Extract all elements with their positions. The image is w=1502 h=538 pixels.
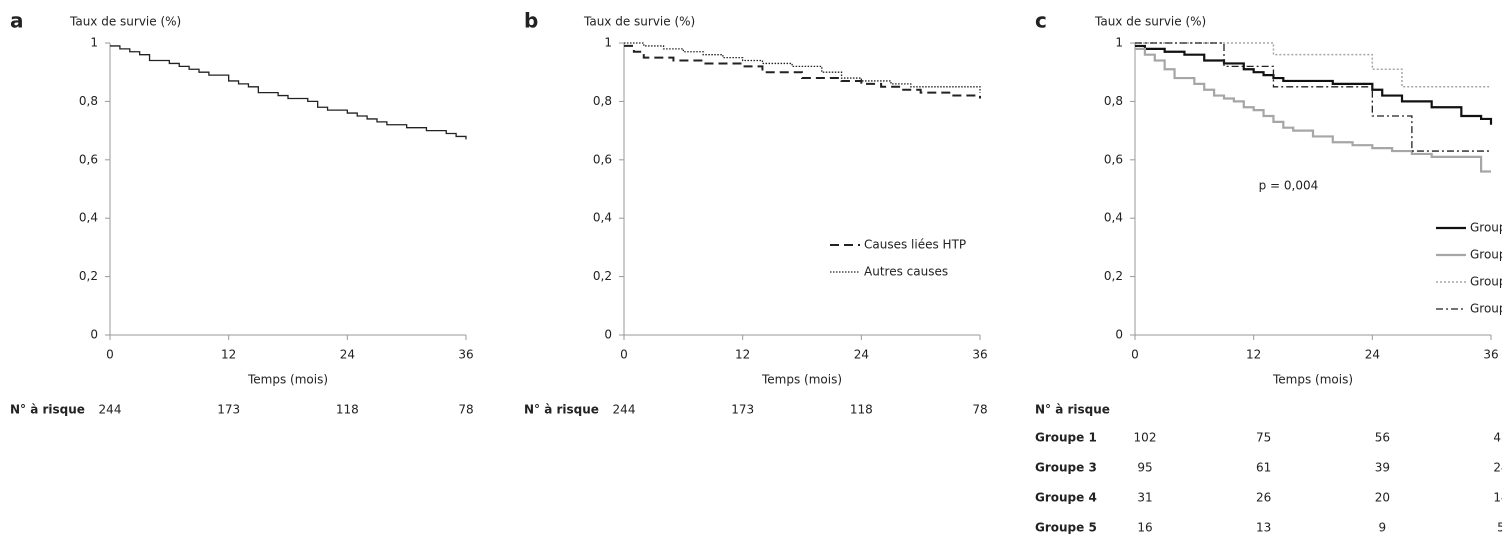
survival-curve <box>624 42 981 93</box>
x-tick-label: 36 <box>972 348 987 362</box>
legend-label: Groupe 5 <box>1470 302 1502 316</box>
risk-value: 75 <box>1256 431 1271 445</box>
risk-value: 13 <box>1256 521 1271 535</box>
risk-row-label: Groupe 5 <box>1035 521 1097 535</box>
risk-label: N° à risque <box>1035 403 1110 417</box>
x-tick-label: 36 <box>458 348 473 362</box>
survival-curve <box>624 44 981 99</box>
survival-curve <box>1135 42 1491 152</box>
risk-row-label: Groupe 1 <box>1035 431 1097 445</box>
risk-value: 78 <box>458 403 473 417</box>
y-tick-label: 0 <box>604 328 612 342</box>
risk-value: 5 <box>1497 521 1502 535</box>
risk-value: 31 <box>1137 491 1152 505</box>
y-tick-label: 0,2 <box>593 269 612 283</box>
y-tick-label: 0,2 <box>1104 269 1123 283</box>
x-tick-label: 0 <box>620 348 628 362</box>
risk-label: N° à risque <box>10 403 85 417</box>
legend-label: Autres causes <box>864 265 948 279</box>
risk-value: 14 <box>1493 491 1502 505</box>
risk-value: 41 <box>1493 431 1502 445</box>
panel-label: a <box>10 9 24 33</box>
risk-value: 61 <box>1256 461 1271 475</box>
y-tick-label: 1 <box>1115 36 1123 50</box>
x-axis-label: Temps (mois) <box>247 373 328 387</box>
risk-value: 39 <box>1375 461 1390 475</box>
risk-value: 173 <box>217 403 240 417</box>
legend-label: Causes liées HTP <box>864 238 966 252</box>
y-tick-label: 0,4 <box>1104 211 1123 225</box>
x-tick-label: 24 <box>854 348 869 362</box>
risk-value: 173 <box>731 403 754 417</box>
y-axis-label: Taux de survie (%) <box>583 15 695 29</box>
y-tick-label: 1 <box>90 36 98 50</box>
x-tick-label: 12 <box>1246 348 1261 362</box>
risk-value: 118 <box>850 403 873 417</box>
x-axis-label: Temps (mois) <box>1272 373 1353 387</box>
y-tick-label: 0,8 <box>593 94 612 108</box>
risk-value: 20 <box>1375 491 1390 505</box>
survival-curve <box>1135 47 1491 173</box>
risk-label: N° à risque <box>524 403 599 417</box>
risk-value: 78 <box>972 403 987 417</box>
y-axis-label: Taux de survie (%) <box>69 15 181 29</box>
x-tick-label: 24 <box>1365 348 1380 362</box>
survival-curve <box>1135 42 1491 88</box>
legend-label: Groupe 3 <box>1470 248 1502 262</box>
risk-value: 118 <box>336 403 359 417</box>
risk-value: 102 <box>1134 431 1157 445</box>
risk-value: 244 <box>613 403 636 417</box>
risk-value: 16 <box>1137 521 1152 535</box>
x-tick-label: 12 <box>221 348 236 362</box>
y-tick-label: 0,2 <box>79 269 98 283</box>
risk-value: 56 <box>1375 431 1390 445</box>
risk-row-label: Groupe 3 <box>1035 461 1097 475</box>
y-tick-label: 0,4 <box>593 211 612 225</box>
annotation: p = 0,004 <box>1259 179 1319 193</box>
y-tick-label: 0,4 <box>79 211 98 225</box>
x-tick-label: 24 <box>340 348 355 362</box>
panel-label: c <box>1035 9 1047 33</box>
y-tick-label: 0,6 <box>1104 152 1123 166</box>
x-tick-label: 0 <box>106 348 114 362</box>
x-tick-label: 0 <box>1131 348 1139 362</box>
legend-label: Groupe 4 <box>1470 275 1502 289</box>
risk-value: 26 <box>1256 491 1271 505</box>
risk-value: 244 <box>99 403 122 417</box>
y-tick-label: 0,8 <box>1104 94 1123 108</box>
y-axis-label: Taux de survie (%) <box>1094 15 1206 29</box>
y-tick-label: 0,6 <box>79 152 98 166</box>
risk-value: 95 <box>1137 461 1152 475</box>
panel-label: b <box>524 9 538 33</box>
risk-row-label: Groupe 4 <box>1035 491 1097 505</box>
y-tick-label: 1 <box>604 36 612 50</box>
legend-label: Groupe 1 <box>1470 221 1502 235</box>
y-tick-label: 0 <box>90 328 98 342</box>
x-tick-label: 36 <box>1483 348 1498 362</box>
x-tick-label: 12 <box>735 348 750 362</box>
risk-value: 9 <box>1379 521 1387 535</box>
y-tick-label: 0,6 <box>593 152 612 166</box>
y-tick-label: 0 <box>1115 328 1123 342</box>
x-axis-label: Temps (mois) <box>761 373 842 387</box>
y-tick-label: 0,8 <box>79 94 98 108</box>
risk-value: 24 <box>1493 461 1502 475</box>
survival-curve <box>110 45 467 140</box>
survival-curve <box>1135 44 1493 125</box>
